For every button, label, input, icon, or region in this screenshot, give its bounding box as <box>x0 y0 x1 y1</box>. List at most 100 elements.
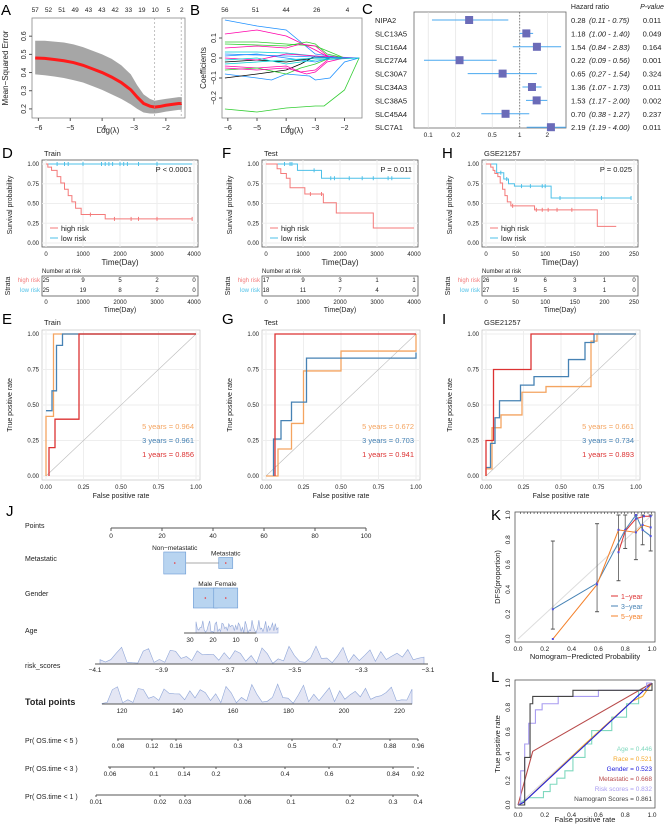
risk-high-count: 0 <box>632 278 636 284</box>
x-tick-label: 250 <box>629 252 640 258</box>
panel-label-B: B <box>190 2 200 19</box>
hr-value: 0.65 <box>571 70 586 79</box>
ci-value: (1.17 - 2.00) <box>589 96 630 105</box>
y-tick-label: 0.0 <box>505 634 512 643</box>
p-value: P < 0.0001 <box>156 165 192 174</box>
auc-label: Namogram Scores = 0.861 <box>574 796 652 803</box>
x-tick-label: 200 <box>599 252 610 258</box>
x-tick-label: −2 <box>341 125 349 132</box>
y-tick-label: 0.25 <box>247 439 259 445</box>
risk-x-tick: 0 <box>264 300 268 306</box>
risk-high-count: 1 <box>412 278 416 284</box>
legend-low: low risk <box>281 234 306 243</box>
x-tick-label: 1.00 <box>410 485 422 491</box>
points-tick-label: 100 <box>361 533 372 540</box>
y-tick-label: 1.00 <box>27 162 39 168</box>
probability-tick-label: 0.02 <box>154 799 167 806</box>
y-tick-label: 0.50 <box>27 403 39 409</box>
x-axis-label: Log(λ) <box>97 126 120 135</box>
age-density <box>195 620 279 634</box>
top-tick-label: 5 <box>167 7 171 14</box>
ci-value: (0.84 - 2.83) <box>589 43 630 52</box>
probability-tick-label: 0.01 <box>90 799 103 806</box>
x-tick-label: 2000 <box>113 252 127 258</box>
hr-value: 1.36 <box>571 83 586 92</box>
x-tick-label: 1 <box>518 132 522 139</box>
y-axis-label: True positive rate <box>447 378 454 432</box>
gene-label: SLC16A4 <box>375 43 407 52</box>
y-tick-label: 1.00 <box>467 332 479 338</box>
total-points-density <box>101 683 413 705</box>
hr-header: Hazard ratio <box>571 4 609 11</box>
gene-label: SLC13A5 <box>375 29 407 38</box>
gene-label: SLC45A4 <box>375 110 407 119</box>
legend-label: 5−year <box>621 614 643 621</box>
risk-low-count: 0 <box>412 288 416 294</box>
x-axis-label: False positive rate <box>555 815 616 824</box>
points-tick-label: 20 <box>158 533 166 540</box>
plot-title: GSE21257 <box>484 318 521 327</box>
risk-low-count: 18 <box>263 288 270 294</box>
y-tick-label: 1.00 <box>27 332 39 338</box>
top-tick-label: 43 <box>85 7 93 14</box>
plot-frame <box>31 17 186 119</box>
gene-label: SLC7A1 <box>375 123 403 132</box>
panel-label-E: E <box>2 311 12 328</box>
hr-point <box>498 69 507 78</box>
x-tick-label: 0.50 <box>555 485 567 491</box>
risk-score-tick-label: −3.9 <box>155 667 168 674</box>
x-tick-label: −3 <box>311 125 319 132</box>
x-tick-label: 0.6 <box>594 646 603 653</box>
risk-table-title: Number at risk <box>262 269 302 275</box>
x-tick-label: 0.50 <box>115 485 127 491</box>
total-points-tick-label: 220 <box>394 708 405 715</box>
x-tick-label: 50 <box>512 252 519 258</box>
risk-low-count: 3 <box>573 288 577 294</box>
top-tick-label: 19 <box>138 7 146 14</box>
risk-x-tick: 2000 <box>333 300 347 306</box>
ci-value: (0.09 - 0.56) <box>589 56 630 65</box>
hr-point <box>501 109 510 118</box>
risk-x-tick: 250 <box>629 300 640 306</box>
risk-score-density <box>99 645 425 665</box>
y-tick-label: 0.2 <box>21 104 28 114</box>
legend-high: high risk <box>61 224 89 233</box>
calibration-point <box>649 515 652 518</box>
p-value: P = 0.011 <box>380 165 412 174</box>
strata-low-label: low risk <box>20 288 41 294</box>
probability-tick-label: 0.08 <box>112 743 125 750</box>
y-tick-label: 0.25 <box>27 221 39 227</box>
panel-e-roc: 0.000.00 0.25 0.25 0.50 0.50 0.75 0.75 1.00 1.00… <box>7 318 202 500</box>
calibration-point <box>634 514 637 516</box>
x-tick-label: 150 <box>570 252 581 258</box>
panel-label-H: H <box>442 145 453 162</box>
x-tick-label: 0.50 <box>335 485 347 491</box>
x-tick-label: 0.4 <box>567 646 576 653</box>
p-value: 0.237 <box>643 110 662 119</box>
total-points-tick-label: 160 <box>228 708 239 715</box>
x-tick-label: −4 <box>282 125 290 132</box>
risk-low-count: 19 <box>80 288 87 294</box>
roc-curve-Age <box>517 682 653 806</box>
x-tick-label: 1000 <box>76 252 90 258</box>
x-tick-label: 0.8 <box>621 812 630 819</box>
risk-table-frame <box>41 275 199 297</box>
top-tick-label: 44 <box>283 7 291 14</box>
plot-title: Test <box>264 318 279 327</box>
x-tick-label: 3000 <box>150 252 164 258</box>
y-tick-label: 0.4 <box>505 751 512 760</box>
y-tick-label: 0.6 <box>21 31 28 41</box>
risk-low-count: 27 <box>483 288 490 294</box>
hr-point <box>465 16 474 24</box>
x-tick-label: 1.00 <box>190 485 202 491</box>
plot-title: Train <box>44 318 61 327</box>
roc-curve-3-years <box>46 333 196 412</box>
legend-high: high risk <box>281 224 309 233</box>
calibration-point <box>642 515 645 518</box>
age-tick-label: 30 <box>186 637 194 644</box>
y-tick-label: 0.8 <box>505 535 512 544</box>
calibration-point <box>551 638 554 640</box>
nomogram-row-label: Pr( OS.time < 3 ) <box>25 766 78 773</box>
x-tick-label: 0.2 <box>540 812 549 819</box>
x-tick-label: 0.00 <box>260 485 272 491</box>
